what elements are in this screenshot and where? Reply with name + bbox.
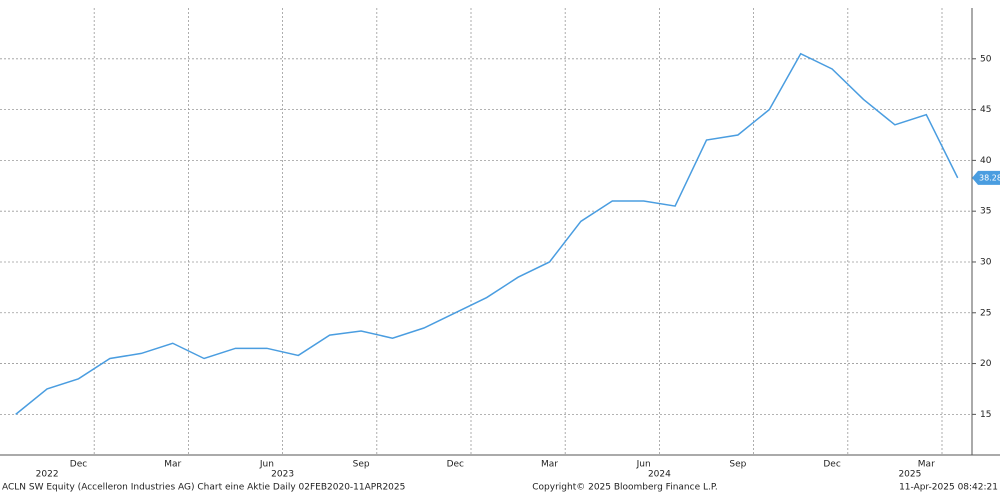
y-tick-label: 20 [980,359,992,369]
y-tick-label: 25 [980,308,991,318]
footer-left: ACLN SW Equity (Accelleron Industries AG… [2,483,405,493]
price-line [15,52,959,415]
y-tick-label: 35 [980,207,991,217]
x-tick-label: Jun [636,460,651,470]
y-tick-label: 45 [980,105,991,115]
x-tick-label: Sep [353,460,370,470]
footer-right: 11-Apr-2025 08:42:21 [899,483,998,493]
x-tick-label: Jun [259,460,274,470]
year-label: 2025 [898,470,921,480]
last-price-tag [972,170,1000,185]
y-tick-label: 40 [980,156,992,166]
year-label: 2024 [648,470,671,480]
x-tick-label: Dec [447,460,464,470]
y-tick-label: 50 [980,54,992,64]
x-tick-label: Mar [164,460,181,470]
y-tick-label: 15 [980,410,991,420]
x-tick-label: Sep [729,460,746,470]
footer-center: Copyright© 2025 Bloomberg Finance L.P. [532,483,717,493]
x-tick-label: Dec [70,460,87,470]
y-tick-label: 30 [980,257,992,267]
x-tick-label: Mar [541,460,558,470]
x-tick-label: Mar [918,460,935,470]
year-label: 2022 [36,470,59,480]
last-price-label: 38.28 [979,173,1000,182]
x-tick-label: Dec [823,460,840,470]
year-label: 2023 [271,470,294,480]
